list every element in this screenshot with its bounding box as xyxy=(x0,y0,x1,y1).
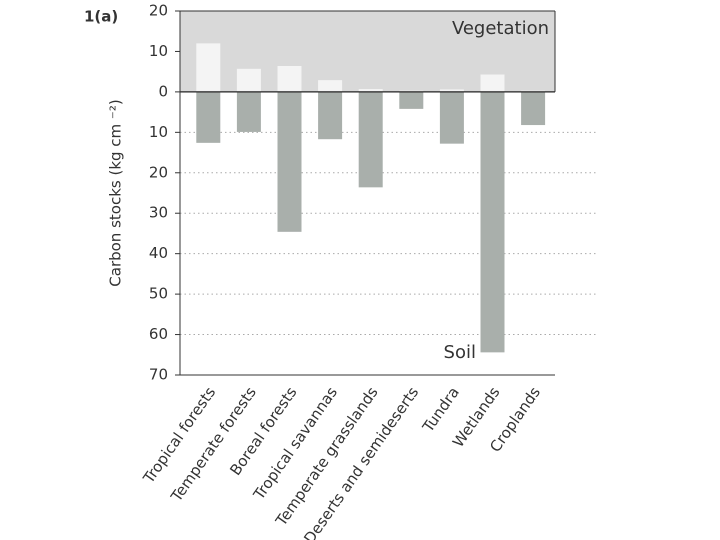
y-tick-label: 10 xyxy=(149,42,168,60)
y-axis-label: Carbon stocks (kg cm ⁻²) xyxy=(107,99,125,286)
bar xyxy=(439,91,464,144)
y-tick-label: 20 xyxy=(149,163,168,181)
bar xyxy=(358,91,383,188)
bar xyxy=(277,91,302,232)
y-tick-label: 20 xyxy=(149,2,168,20)
bar xyxy=(399,91,424,109)
bar xyxy=(521,91,546,126)
y-tick-label: 40 xyxy=(149,244,168,262)
series-label: Soil xyxy=(444,342,476,363)
bar xyxy=(236,68,261,92)
bar xyxy=(480,74,505,92)
panel-label: 1(a) xyxy=(84,8,118,26)
bar xyxy=(439,89,464,92)
bar xyxy=(480,91,505,353)
bar xyxy=(196,91,221,143)
series-label: Vegetation xyxy=(452,18,549,39)
bar xyxy=(318,80,343,92)
bar xyxy=(358,89,383,92)
bar xyxy=(277,66,302,92)
y-tick-label: 30 xyxy=(149,204,168,222)
bar xyxy=(318,91,343,140)
bar xyxy=(196,43,221,92)
y-tick-label: 60 xyxy=(149,325,168,343)
x-tick-label: Tropical forests xyxy=(139,383,219,487)
y-tick-label: 0 xyxy=(158,82,168,100)
y-tick-label: 70 xyxy=(149,366,168,384)
y-tick-label: 10 xyxy=(149,123,168,141)
y-tick-label: 50 xyxy=(149,285,168,303)
bar xyxy=(236,91,261,132)
